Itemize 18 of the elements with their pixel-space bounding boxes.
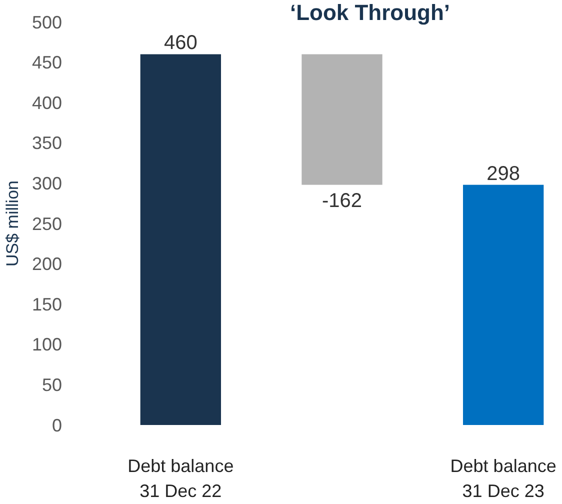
y-tick-label: 300 <box>32 174 62 194</box>
x-tick-label: Debt balance 31 Dec 23 <box>450 456 556 501</box>
y-tick-label: 50 <box>42 375 62 395</box>
y-tick-label: 450 <box>32 52 62 73</box>
data-label: 460 <box>164 32 198 54</box>
y-tick-label: 150 <box>32 294 62 314</box>
data-label: -162 <box>322 190 362 212</box>
x-tick-label: Debt balance 31 Dec 22 <box>128 456 234 501</box>
y-tick-label: 0 <box>52 415 62 436</box>
y-tick-label: 250 <box>32 214 62 234</box>
y-tick-label: 350 <box>32 133 62 154</box>
y-tick-label: 400 <box>32 92 62 113</box>
y-tick-label: 100 <box>32 334 62 355</box>
y-tick-label: 200 <box>32 254 62 274</box>
data-label: 298 <box>486 162 520 185</box>
chart-title: ‘Look Through’ <box>290 0 450 25</box>
y-axis-title: US$ million <box>3 180 22 266</box>
y-tick-label: 500 <box>32 12 62 32</box>
